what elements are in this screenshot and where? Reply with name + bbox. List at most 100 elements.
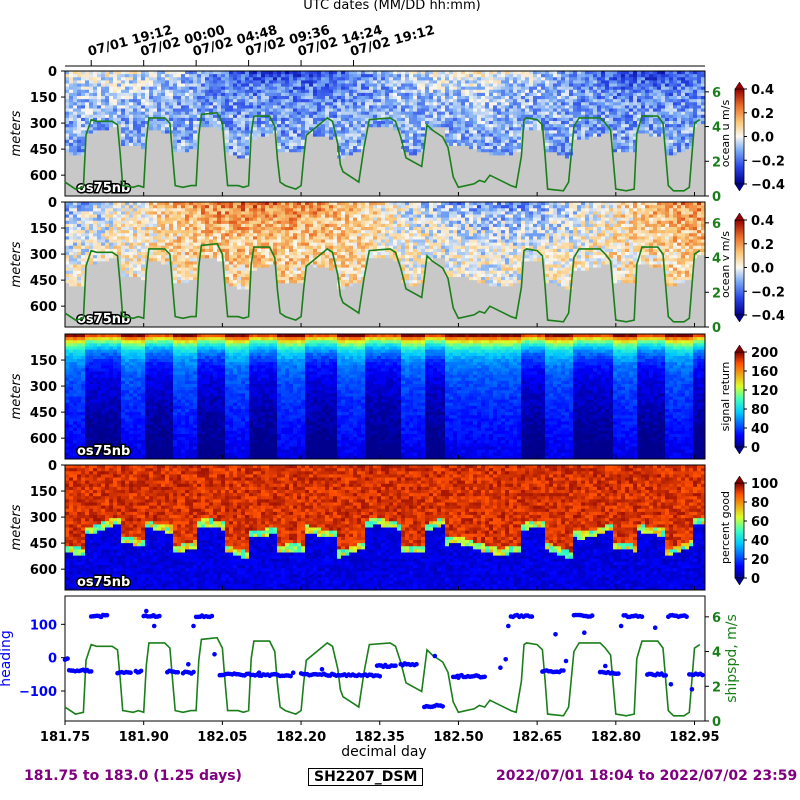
right-y-tick-label: 6: [712, 86, 721, 101]
y-tick-label: 100: [30, 618, 57, 633]
heading-point: [482, 675, 487, 680]
right-y-tick-label: 0: [712, 190, 721, 205]
x-tick-label: 182.65: [512, 730, 562, 745]
x-tick-label: 182.50: [433, 730, 483, 745]
colorbar-bottom-arrow: [735, 184, 744, 191]
heading-point: [530, 614, 535, 619]
y-tick-label: 300: [30, 117, 57, 132]
colorbar-tick-label: −0.4: [751, 178, 785, 193]
colorbar: [735, 89, 744, 184]
heading-point: [105, 613, 110, 618]
heading-point: [590, 613, 595, 618]
panel-v: 0150300450600metersos75nb0.40.20.0−0.2−0…: [9, 196, 785, 336]
colorbar-tick-label: 40: [751, 422, 769, 437]
y-axis-label: meters: [9, 241, 24, 287]
heading-point: [139, 669, 144, 674]
y-tick-label: 300: [30, 248, 57, 263]
colorbar-tick-label: 20: [751, 553, 769, 568]
heading-point: [582, 630, 587, 635]
y-tick-label: 300: [30, 380, 57, 395]
panel-signal: 150300450600metersos75nb20016012080400si…: [9, 334, 778, 459]
colorbar-tick-label: −0.2: [751, 285, 785, 300]
colorbar-tick-label: 100: [751, 477, 778, 492]
footer-dates-text: 2022/07/01 18:04 to 2022/07/02 23:59: [496, 768, 797, 784]
y-tick-label: 150: [30, 222, 57, 237]
colorbar-tick-label: −0.4: [751, 309, 785, 324]
colorbar-tick-label: 200: [751, 346, 778, 361]
right-y-tick-label: 4: [712, 252, 721, 267]
heading-point: [684, 614, 689, 619]
y-tick-label: 150: [30, 354, 57, 369]
heading-point: [144, 609, 149, 614]
colorbar: [735, 352, 744, 447]
right-y-tick-label: 6: [712, 217, 721, 232]
colorbar-tick-label: 160: [751, 365, 778, 380]
colorbar-tick-label: 0.4: [751, 214, 774, 229]
instrument-label: os75nb: [77, 575, 130, 590]
instrument-label: os75nb: [77, 444, 130, 459]
colorbar-top-arrow: [735, 82, 744, 89]
figure: UTC dates (MM/DD hh:mm)07/01 19:1207/02 …: [0, 0, 800, 800]
heading-point: [503, 657, 508, 662]
y-axis-label: meters: [9, 110, 24, 156]
colorbar-bottom-arrow: [735, 578, 744, 585]
x-axis-label: decimal day: [341, 744, 426, 760]
y-tick-label: 0: [48, 652, 57, 667]
heading-point: [663, 673, 668, 678]
heading-point: [186, 662, 191, 667]
heading-point: [603, 664, 608, 669]
y-tick-label: −100: [19, 685, 57, 700]
right-y-tick-label: 2: [712, 680, 721, 695]
colorbar-bottom-arrow: [735, 447, 744, 454]
heading-point: [640, 614, 645, 619]
heading-point: [320, 667, 325, 672]
footer-range-text: 181.75 to 183.0 (1.25 days): [24, 768, 242, 784]
heading-point: [157, 614, 162, 619]
panel-pg: 0150300450600metersos75nb100806040200per…: [9, 459, 778, 590]
heading-point: [65, 656, 70, 661]
heading-point: [89, 669, 94, 674]
y-axis-label: heading: [0, 630, 14, 687]
colorbar-tick-label: −0.2: [751, 154, 785, 169]
right-y-tick-label: 2: [712, 286, 721, 301]
heading-point: [456, 675, 461, 680]
colorbar-top-arrow: [735, 345, 744, 352]
colorbar-label: signal return: [719, 362, 732, 432]
heading-point: [393, 663, 398, 668]
panel-u: 0150300450600metersos75nb0.40.20.0−0.2−0…: [9, 65, 785, 205]
heading-point: [553, 632, 558, 637]
right-y-tick-label: 0: [712, 321, 721, 336]
heading-point: [690, 687, 695, 692]
x-tick-label: 182.05: [197, 730, 247, 745]
right-y-tick-label: 4: [712, 646, 721, 661]
heading-point: [700, 673, 705, 678]
colorbar-tick-label: 0.2: [751, 238, 774, 253]
heading-point: [506, 624, 511, 629]
colorbar-tick-label: 0.4: [751, 83, 774, 98]
colorbar-top-arrow: [735, 476, 744, 483]
heading-point: [378, 674, 383, 679]
y-axis-label: meters: [9, 504, 24, 550]
heading-point: [176, 670, 181, 675]
heading-point: [414, 662, 419, 667]
right-y-tick-label: 6: [712, 611, 721, 626]
colorbar-tick-label: 0.0: [751, 262, 774, 277]
colorbar-tick-label: 0.2: [751, 107, 774, 122]
colorbar-bottom-arrow: [735, 315, 744, 322]
y-tick-label: 600: [30, 432, 57, 447]
x-tick-label: 181.90: [119, 730, 169, 745]
y-tick-label: 300: [30, 511, 57, 526]
x-tick-label: 182.20: [276, 730, 326, 745]
cruise-label: SH2207_DSM: [308, 768, 423, 786]
heading-point: [561, 668, 566, 673]
x-tick-label: 181.75: [40, 730, 90, 745]
heading-point: [669, 682, 674, 687]
y-tick-label: 0: [48, 196, 57, 211]
right-y-tick-label: 2: [712, 155, 721, 170]
x-tick-label: 182.80: [591, 730, 641, 745]
colorbar-tick-label: 0.0: [751, 131, 774, 146]
heading-point: [653, 625, 658, 630]
heading-point: [619, 624, 624, 629]
heading-point: [128, 670, 133, 675]
x-tick-label: 182.35: [355, 730, 405, 745]
